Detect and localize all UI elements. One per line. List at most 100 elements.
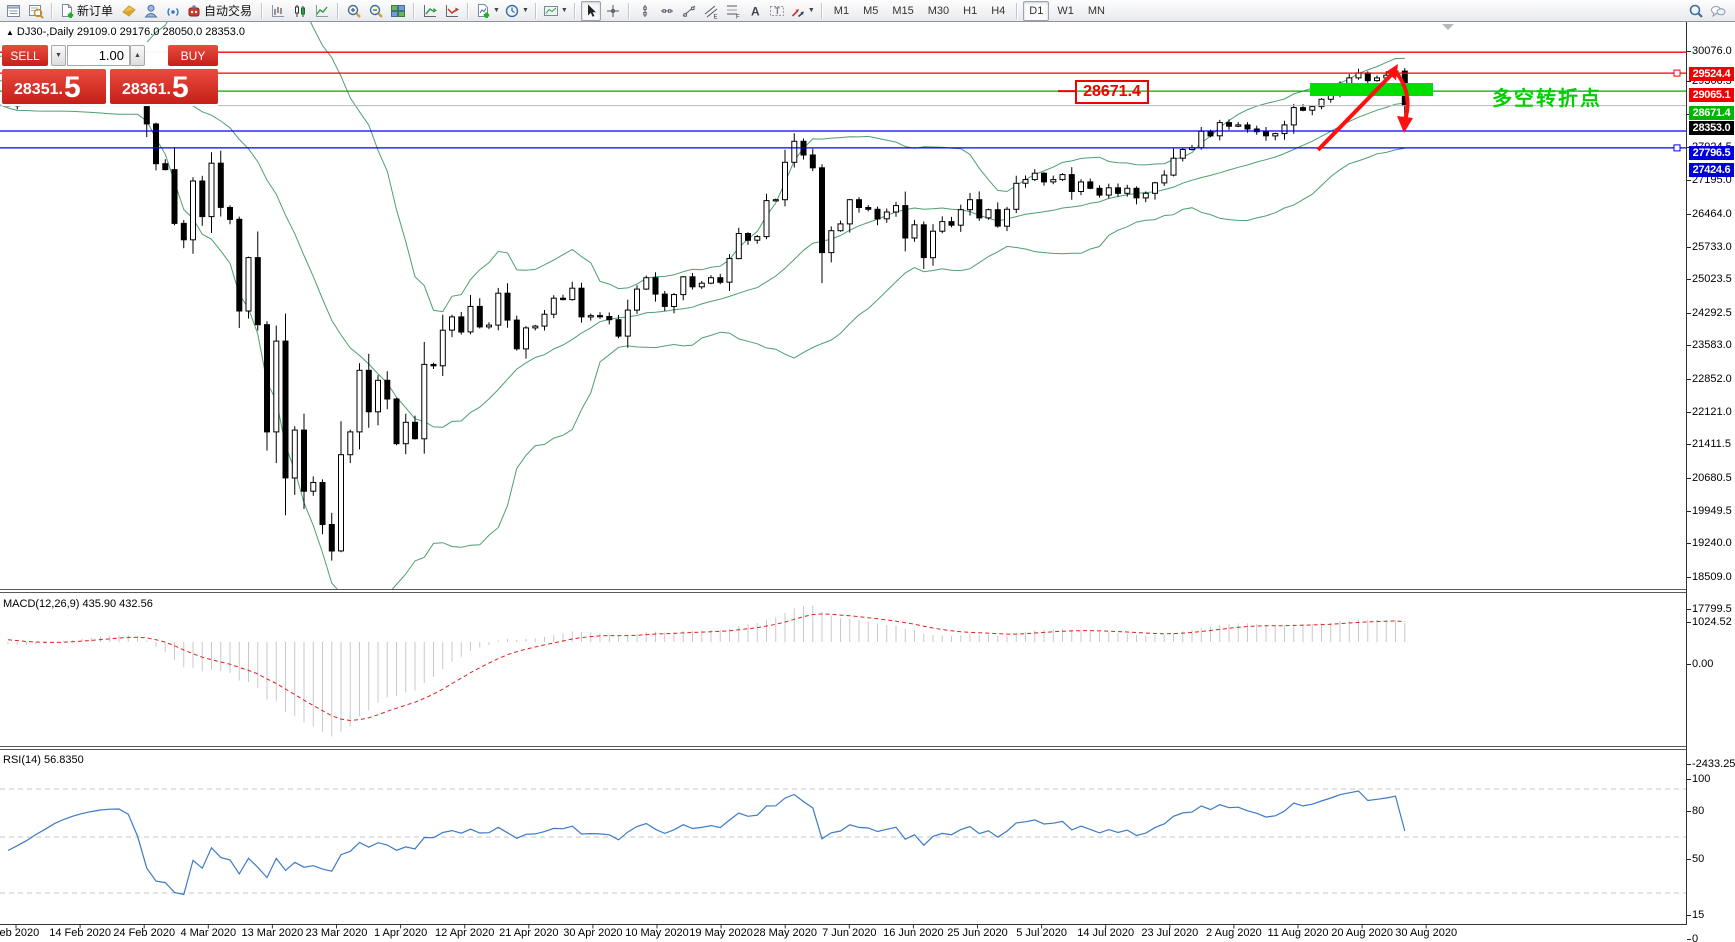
candle-body [763,200,770,238]
candle-body [245,257,252,312]
rsi-tick-label: 80 [1686,805,1705,817]
price-tick-label: 18509.0 [1687,570,1732,583]
candle-body [1300,107,1306,111]
price-chart-canvas[interactable] [0,22,1687,942]
date-tick-label: 2 Aug 2020 [1206,927,1262,939]
new-order-button[interactable]: 新订单 [58,1,117,21]
metaeditor-button[interactable] [119,1,139,21]
macd-tick-label: 0.00 [1686,658,1714,670]
templates-button[interactable]: ▼ [542,1,569,21]
macd-label: MACD(12,26,9) 435.90 432.56 [3,598,153,610]
price-annotation-label[interactable]: 28671.4 [1075,80,1149,104]
dropdown-caret-icon[interactable]: ▼ [807,7,815,14]
cursor-button[interactable] [580,0,601,21]
timeframe-h4-button[interactable]: H4 [991,4,1006,17]
line-chart-button[interactable] [312,1,332,21]
volume-down-button[interactable]: ▼ [51,45,66,66]
trendline-button[interactable] [679,1,699,21]
toolbar-separator [573,2,576,19]
search-button[interactable] [1686,1,1706,21]
candle-body [745,233,751,241]
dropdown-caret-icon[interactable]: ▼ [560,7,568,14]
buy-price-box[interactable]: 28361. 5 [110,69,218,104]
candle-body [430,363,437,367]
candle-body [948,221,955,226]
bar-chart-button[interactable] [268,1,288,21]
up-arrowhead-icon [1386,64,1398,80]
candle-body [1031,172,1038,181]
timeframe-m1-button[interactable]: M1 [833,4,850,17]
crosshair-button[interactable] [603,1,623,21]
candle-body [717,277,724,283]
dropdown-caret-icon[interactable]: ▼ [521,7,529,14]
sell-button[interactable]: SELL [2,45,48,66]
candle-body [976,199,983,219]
candle-body [809,154,816,169]
data-window-button[interactable] [26,1,46,21]
line-selection-handle[interactable] [1673,144,1681,152]
add-indicator-button[interactable]: ▼ [474,1,501,21]
signals-button[interactable] [163,1,183,21]
candle-body [791,140,798,163]
horizontal-line-icon [659,3,675,19]
collapse-marker-icon[interactable]: ▲ [6,28,14,37]
chart-window[interactable]: ▲ DJ30-,Daily 29109.0 29176.0 28050.0 283… [0,22,1735,942]
svg-text:E: E [713,14,717,19]
zoom-in-button[interactable] [344,1,364,21]
arrows-tool-button[interactable]: ▼ [789,1,816,21]
buy-button[interactable]: BUY [168,45,218,66]
down-turn-arrow[interactable] [1394,70,1410,121]
candle-body [180,222,187,241]
chat-button[interactable] [1708,1,1728,21]
text-label-button[interactable]: T [767,1,787,21]
timeframe-m15-button[interactable]: M15 [892,4,914,17]
community-button[interactable] [141,1,161,21]
price-tick-label: 19949.5 [1687,504,1732,517]
timeframe-m5-button[interactable]: M5 [863,4,879,17]
autotrading-button[interactable]: 自动交易 [185,1,256,21]
candle-body [597,315,603,318]
candle-body [606,316,613,321]
candle-body [476,305,483,328]
level-price-badge: 27796.5 [1689,145,1734,160]
fibonacci-button[interactable]: F [723,1,743,21]
volume-input[interactable] [67,45,130,66]
periods-button[interactable]: ▼ [503,1,530,21]
tile-windows-button[interactable] [388,1,408,21]
bollinger-upper [0,22,1405,313]
up-trend-arrow[interactable] [1316,71,1395,152]
candle-body [1290,107,1297,126]
volume-up-button[interactable]: ▲ [130,45,145,66]
zoom-out-button[interactable] [366,1,386,21]
timeframe-mn-button[interactable]: MN [1087,4,1105,17]
candle-body [227,207,233,220]
timeframe-w1-button[interactable]: W1 [1057,4,1074,17]
candle-body [1068,174,1075,193]
crosshair-icon [605,3,621,19]
candle-body [587,315,594,318]
dropdown-caret-icon[interactable]: ▼ [493,7,500,14]
date-tick-label: 10 May 2020 [625,927,689,939]
line-selection-handle[interactable] [1673,69,1681,77]
indicator-window-button[interactable] [420,1,440,21]
equidistant-channel-button[interactable]: E [701,1,721,21]
candle-body [698,282,705,288]
candlestick-chart-button[interactable] [290,1,310,21]
candle-body [1004,208,1010,227]
turning-point-note[interactable]: 多空转折点 [1492,88,1602,110]
charts-list-icon [6,3,22,19]
vertical-line-button[interactable] [635,1,655,21]
timeframe-d1-button[interactable]: D1 [1023,0,1050,21]
date-tick-label: 21 Apr 2020 [499,927,559,939]
horizontal-line-button[interactable] [657,1,677,21]
text-tool-button[interactable]: A [745,1,765,21]
timeframe-m30-button[interactable]: M30 [927,4,950,17]
candle-body [1041,172,1047,183]
charts-list-button[interactable] [4,1,24,21]
timeframe-h1-button[interactable]: H1 [963,4,978,17]
sell-price-box[interactable]: 28351. 5 [2,69,106,104]
candle-body [1105,187,1112,196]
indicator-arrow-button[interactable] [442,1,462,21]
candle-body [467,305,474,333]
price-tick-label: 27195.0 [1687,174,1732,187]
